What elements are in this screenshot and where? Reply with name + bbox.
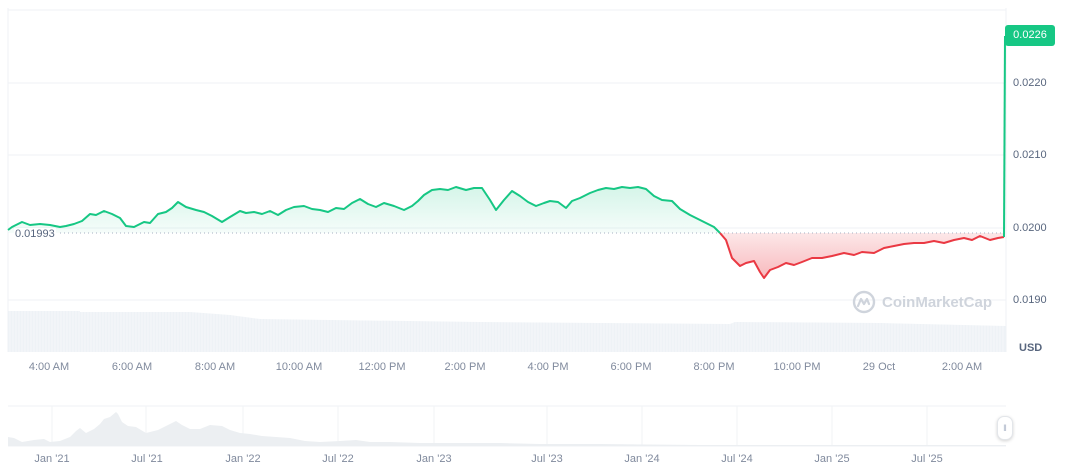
volume-bar-separators (9, 310, 1004, 352)
volume-bars (8, 311, 1006, 352)
navigator[interactable] (8, 405, 1006, 447)
y-tick-0190: 0.0190 (1013, 294, 1047, 306)
navigator-tick: Jul '22 (322, 453, 354, 465)
x-tick: 29 Oct (862, 361, 896, 373)
x-tick: 6:00 PM (610, 361, 652, 373)
y-tick-0210: 0.0210 (1013, 149, 1047, 161)
x-tick: 8:00 AM (194, 361, 236, 373)
y-tick-0220: 0.0220 (1013, 77, 1047, 89)
x-tick: 2:00 PM (444, 361, 486, 373)
baseline-price-label: 0.01993 (14, 228, 56, 240)
drag-grip-icon: ‖ (1003, 423, 1007, 433)
price-line-up (7, 186, 721, 234)
coinmarketcap-watermark: CoinMarketCap (852, 290, 992, 314)
navigator-area (8, 412, 1006, 446)
currency-label: USD (1019, 342, 1043, 354)
navigator-tick: Jan '22 (225, 453, 261, 465)
navigator-tick: Jul '24 (721, 453, 753, 465)
x-tick: 12:00 PM (358, 361, 406, 373)
coinmarketcap-logo-icon (852, 290, 876, 314)
x-tick: 2:00 AM (941, 361, 983, 373)
up-area-fill (8, 187, 720, 233)
price-line-spike (1003, 35, 1006, 238)
navigator-tick: Jul '25 (911, 453, 943, 465)
current-price-badge: 0.0226 (1005, 25, 1055, 46)
down-area-fill (720, 233, 1004, 278)
watermark-text: CoinMarketCap (882, 293, 993, 311)
x-tick: 6:00 AM (111, 361, 153, 373)
navigator-tick: Jul '21 (131, 453, 163, 465)
x-tick: 10:00 AM (275, 361, 323, 373)
x-tick: 8:00 PM (693, 361, 735, 373)
navigator-tick: Jul '23 (531, 453, 563, 465)
x-tick: 10:00 PM (773, 361, 821, 373)
navigator-tick: Jan '24 (624, 453, 660, 465)
navigator-tick: Jan '21 (34, 453, 70, 465)
price-line-down (719, 232, 1005, 279)
x-tick: 4:00 AM (28, 361, 70, 373)
x-tick: 4:00 PM (527, 361, 569, 373)
navigator-tick: Jan '23 (416, 453, 452, 465)
navigator-range-handle[interactable]: ‖ (997, 416, 1013, 440)
navigator-tick: Jan '25 (814, 453, 850, 465)
y-tick-0200: 0.0200 (1013, 222, 1047, 234)
